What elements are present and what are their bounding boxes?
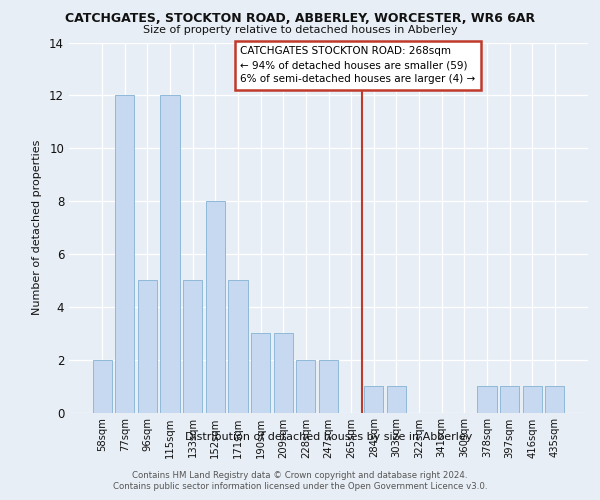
Text: Distribution of detached houses by size in Abberley: Distribution of detached houses by size …	[185, 432, 472, 442]
Bar	[319, 360, 338, 412]
Bar	[206, 201, 225, 412]
Text: CATCHGATES, STOCKTON ROAD, ABBERLEY, WORCESTER, WR6 6AR: CATCHGATES, STOCKTON ROAD, ABBERLEY, WOR…	[65, 12, 535, 26]
Bar	[477, 386, 497, 412]
Bar	[387, 386, 406, 412]
Bar	[115, 96, 134, 412]
Text: Contains HM Land Registry data © Crown copyright and database right 2024.: Contains HM Land Registry data © Crown c…	[132, 471, 468, 480]
Bar	[364, 386, 383, 412]
Bar	[229, 280, 248, 412]
Bar	[251, 333, 270, 412]
Bar	[545, 386, 565, 412]
Y-axis label: Number of detached properties: Number of detached properties	[32, 140, 42, 315]
Text: Size of property relative to detached houses in Abberley: Size of property relative to detached ho…	[143, 25, 457, 35]
Bar	[92, 360, 112, 412]
Bar	[183, 280, 202, 412]
Bar	[274, 333, 293, 412]
Bar	[523, 386, 542, 412]
Text: Contains public sector information licensed under the Open Government Licence v3: Contains public sector information licen…	[113, 482, 487, 491]
Bar	[160, 96, 180, 412]
Bar	[296, 360, 316, 412]
Bar	[138, 280, 157, 412]
Bar	[500, 386, 519, 412]
Text: CATCHGATES STOCKTON ROAD: 268sqm
← 94% of detached houses are smaller (59)
6% of: CATCHGATES STOCKTON ROAD: 268sqm ← 94% o…	[240, 46, 475, 84]
